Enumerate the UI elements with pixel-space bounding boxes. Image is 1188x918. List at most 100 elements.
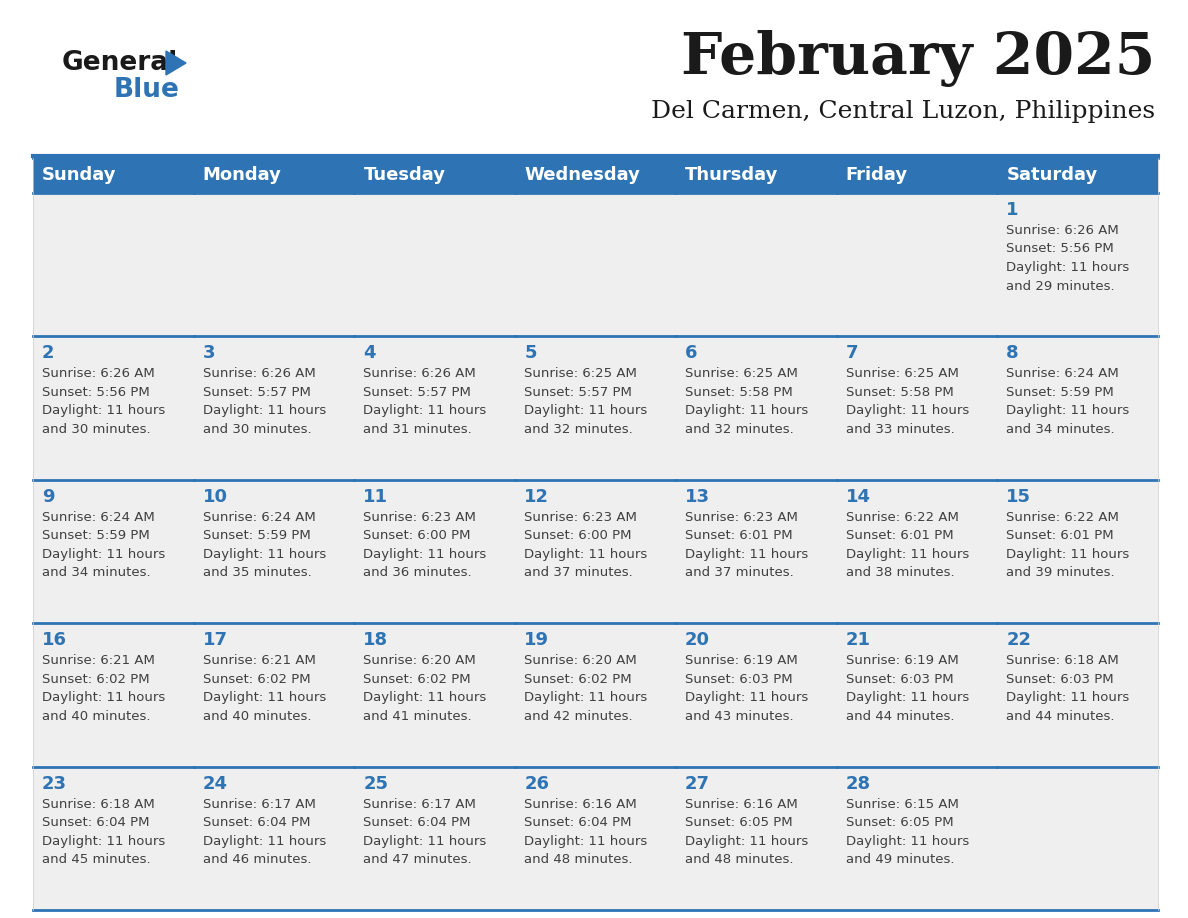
Text: Friday: Friday <box>846 166 908 185</box>
Text: 20: 20 <box>684 632 710 649</box>
Text: and 42 minutes.: and 42 minutes. <box>524 710 633 722</box>
Text: Sunset: 5:57 PM: Sunset: 5:57 PM <box>203 386 310 399</box>
Text: Sunrise: 6:22 AM: Sunrise: 6:22 AM <box>846 510 959 524</box>
Text: Sunset: 6:00 PM: Sunset: 6:00 PM <box>524 530 632 543</box>
Text: Daylight: 11 hours: Daylight: 11 hours <box>203 548 326 561</box>
Text: Sunset: 5:59 PM: Sunset: 5:59 PM <box>42 530 150 543</box>
Polygon shape <box>166 51 187 75</box>
Text: and 38 minutes.: and 38 minutes. <box>846 566 954 579</box>
Text: Daylight: 11 hours: Daylight: 11 hours <box>684 691 808 704</box>
Text: and 39 minutes.: and 39 minutes. <box>1006 566 1114 579</box>
Bar <box>836 158 997 193</box>
Text: Sunset: 5:56 PM: Sunset: 5:56 PM <box>42 386 150 399</box>
Text: Daylight: 11 hours: Daylight: 11 hours <box>846 405 969 418</box>
Text: Sunrise: 6:25 AM: Sunrise: 6:25 AM <box>684 367 797 380</box>
Text: Sunset: 6:03 PM: Sunset: 6:03 PM <box>846 673 953 686</box>
Text: Sunrise: 6:19 AM: Sunrise: 6:19 AM <box>684 655 797 667</box>
Text: Sunrise: 6:24 AM: Sunrise: 6:24 AM <box>1006 367 1119 380</box>
Text: and 48 minutes.: and 48 minutes. <box>684 853 794 866</box>
Text: 21: 21 <box>846 632 871 649</box>
Text: Sunset: 6:02 PM: Sunset: 6:02 PM <box>524 673 632 686</box>
Text: Daylight: 11 hours: Daylight: 11 hours <box>203 834 326 847</box>
Text: Sunrise: 6:20 AM: Sunrise: 6:20 AM <box>524 655 637 667</box>
Text: Daylight: 11 hours: Daylight: 11 hours <box>846 691 969 704</box>
Text: Daylight: 11 hours: Daylight: 11 hours <box>684 834 808 847</box>
Text: 2: 2 <box>42 344 55 363</box>
Text: 16: 16 <box>42 632 67 649</box>
Text: Daylight: 11 hours: Daylight: 11 hours <box>524 548 647 561</box>
Text: Sunset: 6:01 PM: Sunset: 6:01 PM <box>684 530 792 543</box>
Text: 4: 4 <box>364 344 375 363</box>
Text: Sunset: 5:57 PM: Sunset: 5:57 PM <box>364 386 472 399</box>
Text: and 33 minutes.: and 33 minutes. <box>846 423 954 436</box>
Text: Tuesday: Tuesday <box>364 166 446 185</box>
Bar <box>194 623 354 767</box>
Text: and 46 minutes.: and 46 minutes. <box>203 853 311 866</box>
Bar <box>354 623 516 767</box>
Text: and 29 minutes.: and 29 minutes. <box>1006 279 1114 293</box>
Bar <box>997 480 1158 623</box>
Text: Thursday: Thursday <box>684 166 778 185</box>
Text: 9: 9 <box>42 487 55 506</box>
Text: 6: 6 <box>684 344 697 363</box>
Text: Sunset: 6:04 PM: Sunset: 6:04 PM <box>364 816 470 829</box>
Text: 28: 28 <box>846 775 871 792</box>
Text: Sunset: 6:05 PM: Sunset: 6:05 PM <box>846 816 953 829</box>
Text: Sunrise: 6:24 AM: Sunrise: 6:24 AM <box>203 510 316 524</box>
Text: Daylight: 11 hours: Daylight: 11 hours <box>364 405 487 418</box>
Text: 26: 26 <box>524 775 549 792</box>
Text: Sunrise: 6:24 AM: Sunrise: 6:24 AM <box>42 510 154 524</box>
Text: Sunrise: 6:17 AM: Sunrise: 6:17 AM <box>203 798 316 811</box>
Text: Sunrise: 6:20 AM: Sunrise: 6:20 AM <box>364 655 476 667</box>
Bar <box>676 623 836 767</box>
Text: Sunrise: 6:23 AM: Sunrise: 6:23 AM <box>524 510 637 524</box>
Text: Sunset: 6:01 PM: Sunset: 6:01 PM <box>846 530 953 543</box>
Bar <box>836 193 997 336</box>
Bar <box>516 158 676 193</box>
Text: Daylight: 11 hours: Daylight: 11 hours <box>524 405 647 418</box>
Text: Sunrise: 6:23 AM: Sunrise: 6:23 AM <box>684 510 797 524</box>
Text: Sunset: 5:59 PM: Sunset: 5:59 PM <box>1006 386 1114 399</box>
Bar <box>354 336 516 480</box>
Text: Daylight: 11 hours: Daylight: 11 hours <box>684 405 808 418</box>
Text: Blue: Blue <box>114 77 179 103</box>
Text: and 31 minutes.: and 31 minutes. <box>364 423 472 436</box>
Text: General: General <box>62 50 178 76</box>
Bar <box>997 193 1158 336</box>
Text: 8: 8 <box>1006 344 1019 363</box>
Bar <box>354 480 516 623</box>
Text: and 49 minutes.: and 49 minutes. <box>846 853 954 866</box>
Text: 14: 14 <box>846 487 871 506</box>
Text: and 40 minutes.: and 40 minutes. <box>42 710 151 722</box>
Text: Sunset: 6:03 PM: Sunset: 6:03 PM <box>1006 673 1114 686</box>
Text: Sunrise: 6:17 AM: Sunrise: 6:17 AM <box>364 798 476 811</box>
Bar <box>516 480 676 623</box>
Text: Sunset: 6:03 PM: Sunset: 6:03 PM <box>684 673 792 686</box>
Text: and 34 minutes.: and 34 minutes. <box>42 566 151 579</box>
Bar <box>997 623 1158 767</box>
Text: Sunset: 6:05 PM: Sunset: 6:05 PM <box>684 816 792 829</box>
Text: Sunset: 5:56 PM: Sunset: 5:56 PM <box>1006 242 1114 255</box>
Text: Sunrise: 6:25 AM: Sunrise: 6:25 AM <box>846 367 959 380</box>
Bar <box>997 158 1158 193</box>
Text: and 32 minutes.: and 32 minutes. <box>684 423 794 436</box>
Text: Daylight: 11 hours: Daylight: 11 hours <box>42 691 165 704</box>
Bar <box>836 480 997 623</box>
Bar <box>194 767 354 910</box>
Text: Daylight: 11 hours: Daylight: 11 hours <box>1006 405 1130 418</box>
Text: Monday: Monday <box>203 166 282 185</box>
Text: Daylight: 11 hours: Daylight: 11 hours <box>524 691 647 704</box>
Text: Daylight: 11 hours: Daylight: 11 hours <box>1006 691 1130 704</box>
Text: Sunset: 5:58 PM: Sunset: 5:58 PM <box>846 386 953 399</box>
Text: Sunset: 5:57 PM: Sunset: 5:57 PM <box>524 386 632 399</box>
Text: Sunrise: 6:19 AM: Sunrise: 6:19 AM <box>846 655 959 667</box>
Bar <box>836 767 997 910</box>
Bar <box>997 767 1158 910</box>
Text: Sunset: 5:58 PM: Sunset: 5:58 PM <box>684 386 792 399</box>
Text: and 43 minutes.: and 43 minutes. <box>684 710 794 722</box>
Text: Daylight: 11 hours: Daylight: 11 hours <box>364 548 487 561</box>
Text: Sunset: 6:02 PM: Sunset: 6:02 PM <box>364 673 472 686</box>
Text: Del Carmen, Central Luzon, Philippines: Del Carmen, Central Luzon, Philippines <box>651 100 1155 123</box>
Bar <box>33 336 194 480</box>
Text: Daylight: 11 hours: Daylight: 11 hours <box>42 548 165 561</box>
